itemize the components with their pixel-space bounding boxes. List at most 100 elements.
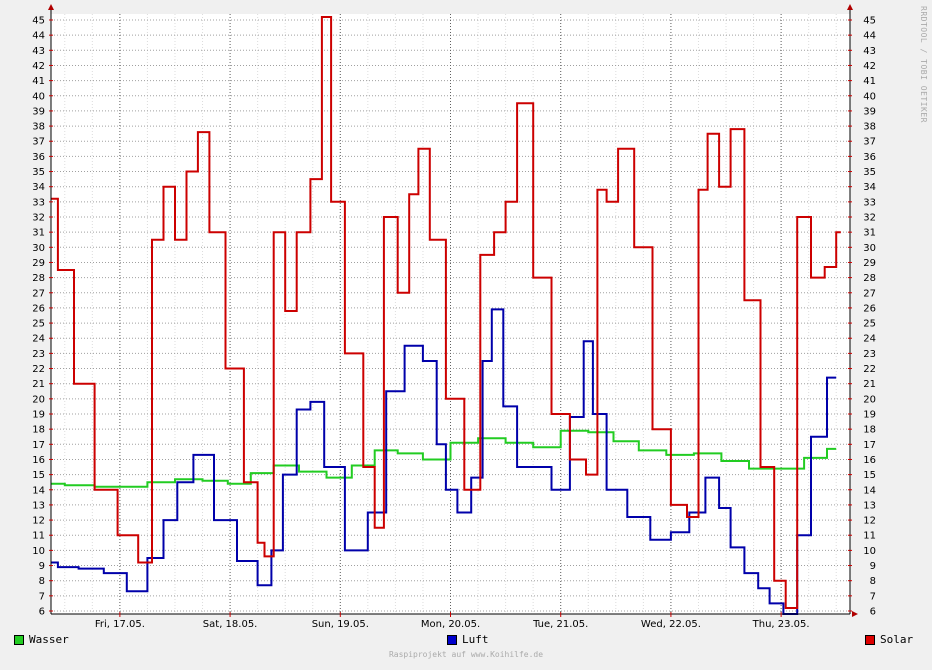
y-tick-label-left: 10	[32, 546, 45, 557]
y-tick-label-left: 37	[32, 137, 45, 148]
x-tick-label: Sun, 19.05.	[312, 619, 369, 630]
y-tick-label-right: 23	[863, 349, 876, 360]
y-tick-label-left: 26	[32, 303, 45, 314]
y-tick-label-right: 29	[863, 258, 876, 269]
y-tick-label-right: 42	[863, 61, 876, 72]
y-tick-label-right: 37	[863, 137, 876, 148]
y-tick-label-left: 22	[32, 364, 45, 375]
y-tick-label-right: 41	[863, 76, 876, 87]
y-tick-label-right: 24	[863, 334, 876, 345]
y-tick-label-right: 36	[863, 152, 876, 163]
y-tick-label-left: 41	[32, 76, 45, 87]
y-tick-label-right: 25	[863, 319, 876, 330]
y-tick-label-left: 20	[32, 394, 45, 405]
y-tick-label-right: 34	[863, 182, 876, 193]
y-tick-label-left: 28	[32, 273, 45, 284]
y-tick-label-left: 43	[32, 46, 45, 57]
y-tick-label-left: 39	[32, 106, 45, 117]
y-tick-label-right: 7	[870, 591, 876, 602]
y-tick-label-right: 27	[863, 288, 876, 299]
y-tick-label-left: 42	[32, 61, 45, 72]
y-tick-label-right: 9	[870, 561, 876, 572]
y-tick-label-right: 12	[863, 516, 876, 527]
y-tick-label-left: 11	[32, 531, 45, 542]
y-tick-label-left: 32	[32, 213, 45, 224]
y-tick-label-left: 6	[39, 607, 45, 618]
x-tick-label: Fri, 17.05.	[95, 619, 145, 630]
legend-label-wasser: Wasser	[29, 633, 69, 646]
y-tick-label-left: 13	[32, 500, 45, 511]
y-tick-label-right: 22	[863, 364, 876, 375]
x-tick-label: Tue, 21.05.	[532, 619, 588, 630]
y-tick-label-right: 38	[863, 122, 876, 133]
y-tick-label-right: 14	[863, 485, 876, 496]
y-tick-label-left: 29	[32, 258, 45, 269]
y-tick-label-left: 24	[32, 334, 45, 345]
y-tick-label-left: 12	[32, 516, 45, 527]
y-tick-label-right: 20	[863, 394, 876, 405]
y-tick-label-right: 32	[863, 213, 876, 224]
y-tick-label-right: 18	[863, 425, 876, 436]
y-tick-label-right: 10	[863, 546, 876, 557]
y-tick-label-left: 14	[32, 485, 45, 496]
y-tick-label-right: 13	[863, 500, 876, 511]
y-axis-left-arrow	[48, 4, 54, 10]
y-tick-label-right: 17	[863, 440, 876, 451]
x-axis-arrow	[852, 611, 858, 617]
y-tick-label-left: 21	[32, 379, 45, 390]
y-axis-right-arrow	[847, 4, 853, 10]
series-line-solar	[51, 16, 841, 609]
y-tick-label-left: 19	[32, 410, 45, 421]
legend-label-solar: Solar	[880, 633, 914, 646]
y-tick-label-right: 45	[863, 16, 876, 27]
legend-label-luft: Luft	[462, 633, 489, 646]
y-tick-label-left: 17	[32, 440, 45, 451]
y-tick-label-left: 9	[39, 561, 45, 572]
y-tick-label-right: 28	[863, 273, 876, 284]
y-tick-label-left: 16	[32, 455, 45, 466]
series-line-luft	[51, 308, 837, 615]
y-tick-label-right: 33	[863, 197, 876, 208]
y-tick-label-right: 11	[863, 531, 876, 542]
y-tick-label-left: 38	[32, 122, 45, 133]
y-tick-label-right: 40	[863, 91, 876, 102]
y-tick-label-left: 15	[32, 470, 45, 481]
y-tick-label-right: 6	[870, 607, 876, 618]
y-tick-label-left: 44	[32, 31, 45, 42]
y-tick-label-right: 15	[863, 470, 876, 481]
y-tick-label-right: 35	[863, 167, 876, 178]
y-tick-label-left: 45	[32, 16, 45, 27]
y-tick-label-left: 31	[32, 228, 45, 239]
y-tick-label-right: 26	[863, 303, 876, 314]
y-tick-label-left: 36	[32, 152, 45, 163]
wasser-swatch	[14, 634, 24, 645]
x-tick-label: Thu, 23.05.	[752, 619, 810, 630]
y-tick-label-left: 23	[32, 349, 45, 360]
solar-swatch	[865, 634, 875, 645]
y-tick-label-left: 33	[32, 197, 45, 208]
footer-watermark: Raspiprojekt auf www.Koihilfe.de	[388, 650, 544, 659]
y-tick-label-right: 8	[870, 576, 876, 587]
y-tick-label-left: 40	[32, 91, 45, 102]
y-tick-label-right: 31	[863, 228, 876, 239]
y-tick-label-left: 34	[32, 182, 45, 193]
y-tick-label-left: 30	[32, 243, 45, 254]
x-tick-label: Sat, 18.05.	[203, 619, 258, 630]
y-tick-label-right: 43	[863, 46, 876, 57]
legend-item-luft: Luft	[447, 633, 489, 646]
legend-item-solar: Solar	[865, 633, 913, 646]
y-tick-label-right: 30	[863, 243, 876, 254]
y-tick-label-right: 44	[863, 31, 876, 42]
y-tick-label-right: 39	[863, 106, 876, 117]
y-tick-label-left: 25	[32, 319, 45, 330]
y-tick-label-right: 16	[863, 455, 876, 466]
y-tick-label-left: 35	[32, 167, 45, 178]
x-tick-label: Wed, 22.05.	[641, 619, 701, 630]
rrdtool-credit: RRDTOOL / TOBI OETIKER	[919, 6, 928, 123]
y-tick-label-right: 19	[863, 410, 876, 421]
y-tick-label-left: 7	[39, 591, 45, 602]
y-tick-label-right: 21	[863, 379, 876, 390]
legend-item-wasser: Wasser	[14, 633, 69, 646]
x-tick-label: Mon, 20.05.	[421, 619, 480, 630]
